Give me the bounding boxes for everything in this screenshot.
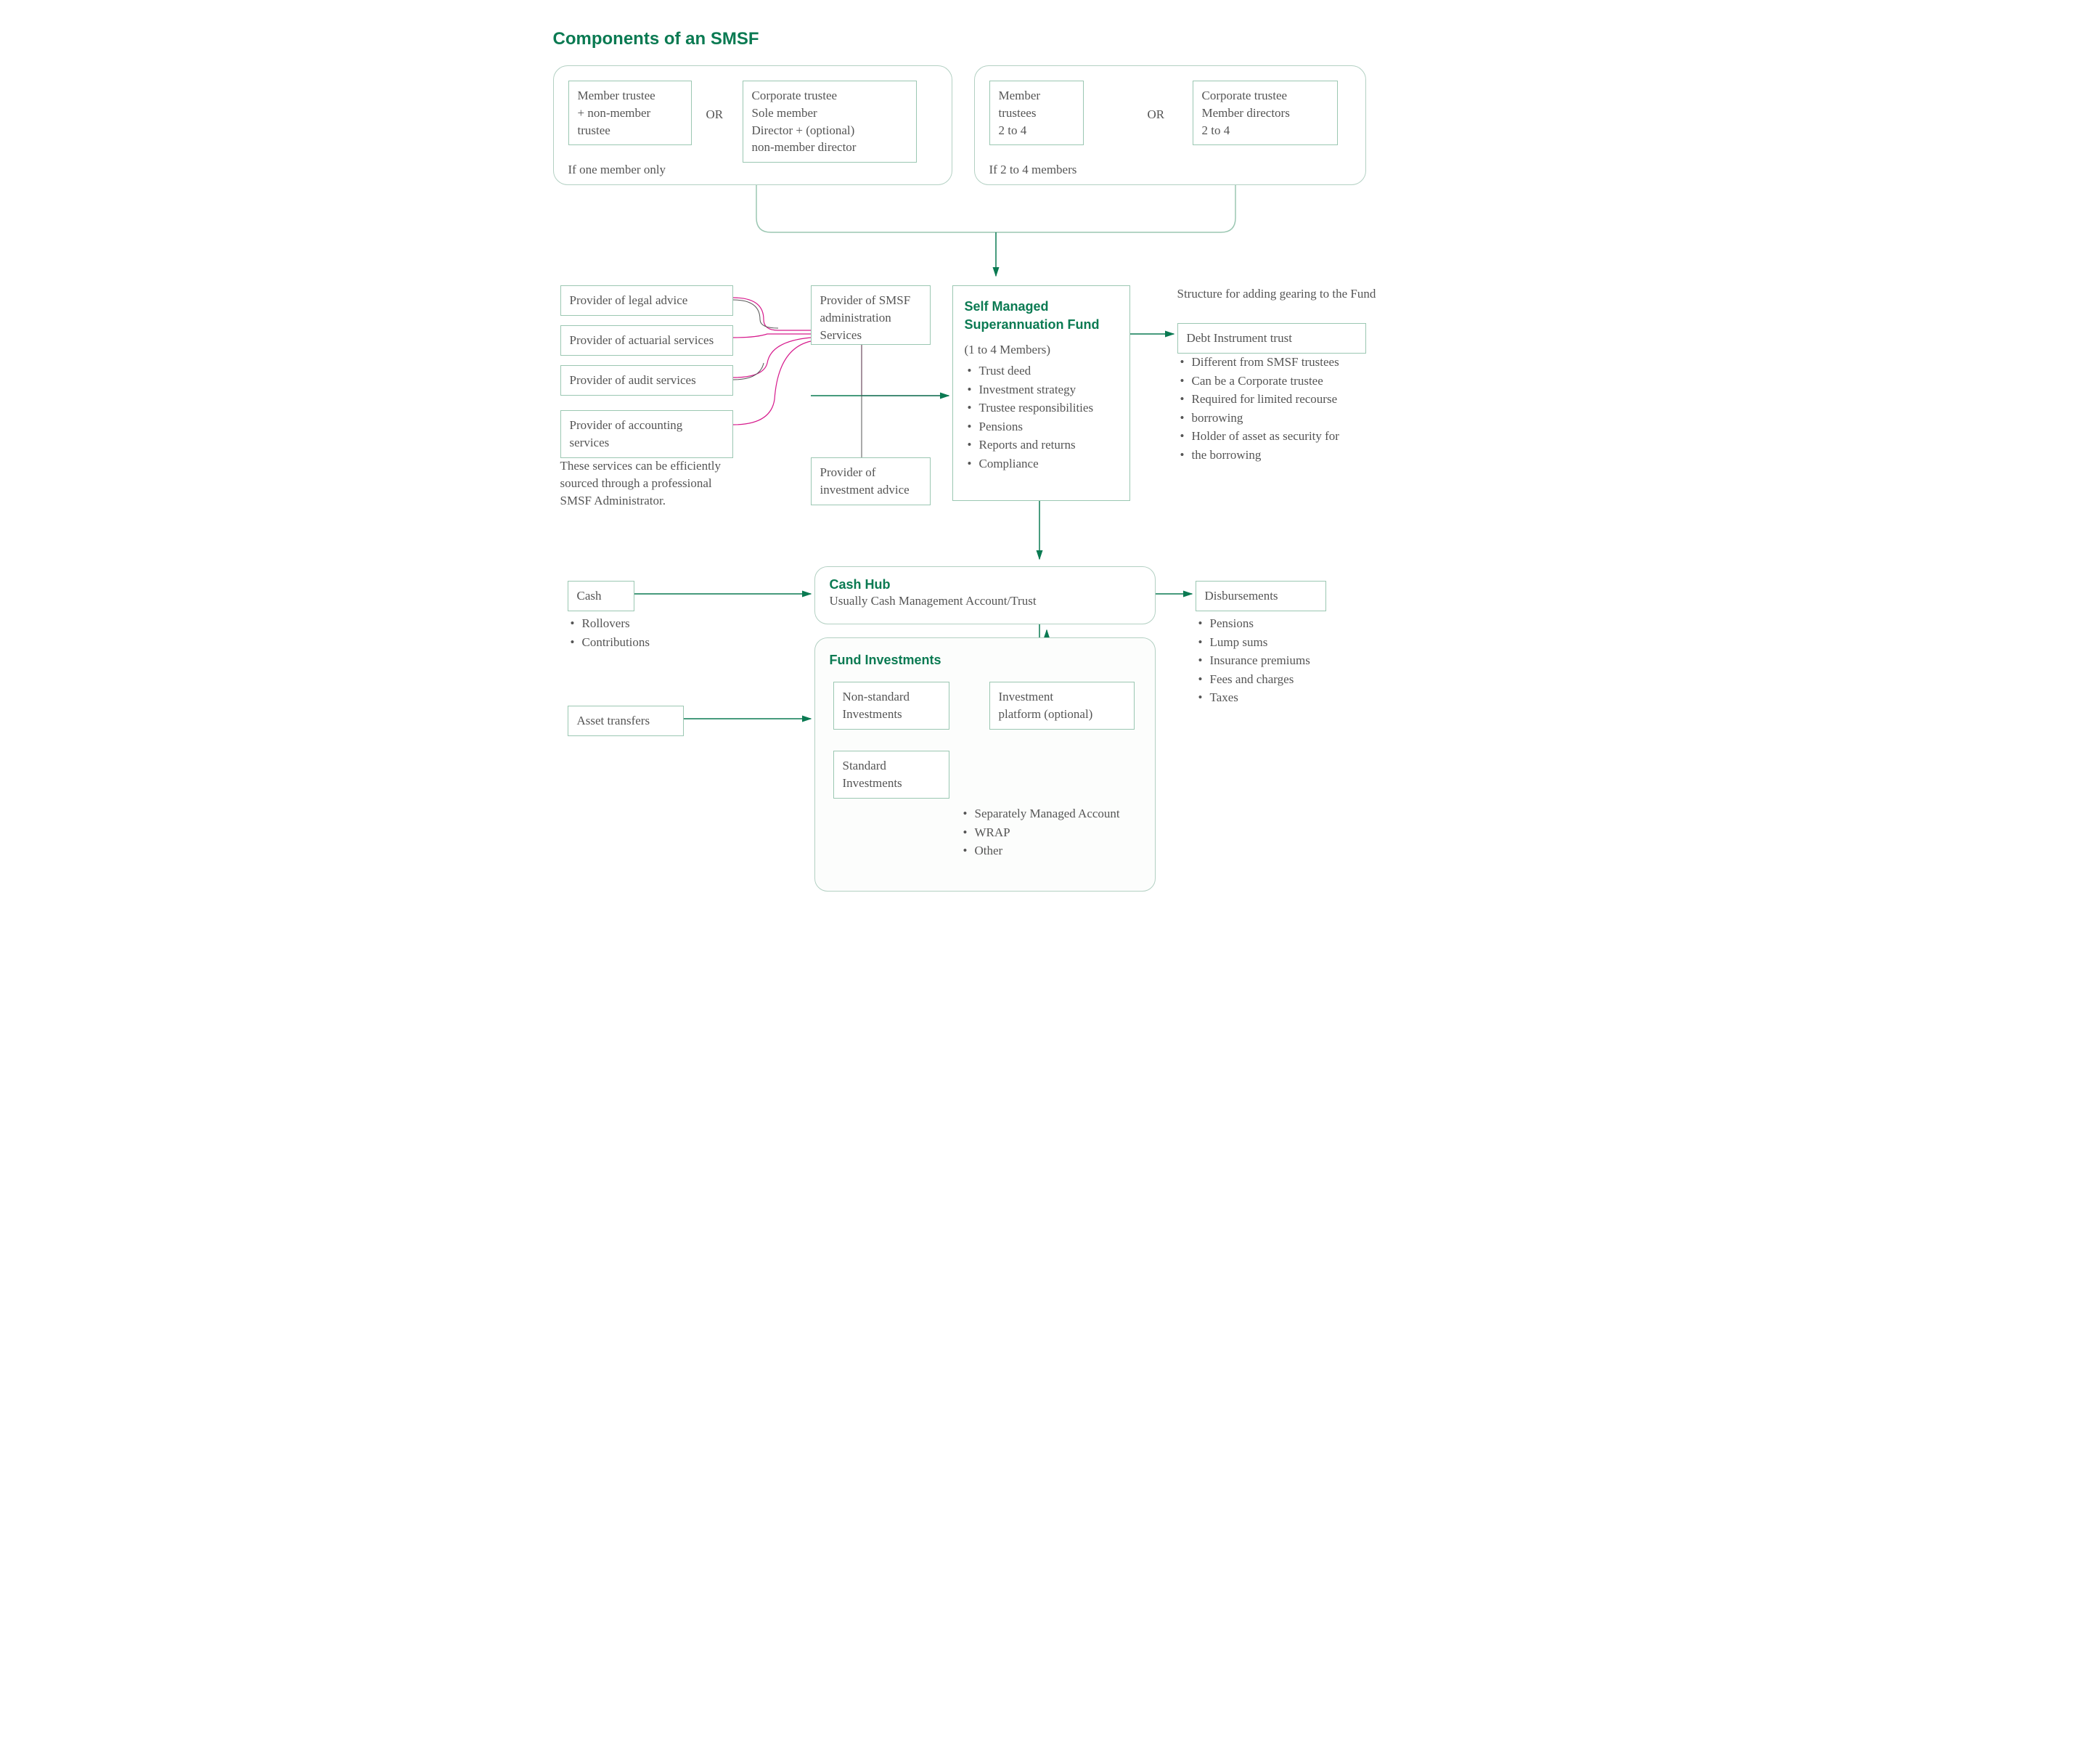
- box-cash-hub: Cash Hub Usually Cash Management Account…: [814, 566, 1156, 624]
- group-multi-member: Member trustees 2 to 4 OR Corporate trus…: [974, 65, 1366, 185]
- list-item: Trustee responsibilities: [965, 399, 1118, 417]
- list-item: Different from SMSF trustees: [1177, 353, 1388, 372]
- box-disbursements: Disbursements: [1196, 581, 1326, 611]
- list-item: Trust deed: [965, 362, 1118, 380]
- list-item: Contributions: [568, 633, 713, 652]
- smsf-subtitle: (1 to 4 Members): [965, 341, 1118, 359]
- smsf-bullets: Trust deedInvestment strategyTrustee res…: [965, 362, 1118, 473]
- box-investment-advice: Provider of investment advice: [811, 457, 931, 505]
- group-fund-investments: Fund Investments Non-standard Investment…: [814, 637, 1156, 892]
- list-item: Insurance premiums: [1196, 651, 1362, 670]
- box-cash: Cash: [568, 581, 634, 611]
- box-asset-transfers: Asset transfers: [568, 706, 684, 736]
- or-label-b: OR: [1148, 106, 1165, 123]
- list-item: Separately Managed Account: [960, 804, 1149, 823]
- disbursements-bullets: PensionsLump sumsInsurance premiumsFees …: [1196, 614, 1362, 707]
- list-item: Pensions: [1196, 614, 1362, 633]
- list-item: Can be a Corporate trustee: [1177, 372, 1388, 391]
- box-provider-actuarial: Provider of actuarial services: [560, 325, 733, 356]
- box-platform: Investment platform (optional): [989, 682, 1135, 730]
- box-provider-legal: Provider of legal advice: [560, 285, 733, 316]
- box-corporate-trustee-a: Corporate trustee Sole member Director +…: [743, 81, 917, 163]
- cash-hub-subtitle: Usually Cash Management Account/Trust: [830, 592, 1140, 610]
- provider-note: These services can be efficiently source…: [560, 457, 735, 509]
- box-provider-audit: Provider of audit services: [560, 365, 733, 396]
- list-item: Fees and charges: [1196, 670, 1362, 689]
- gearing-bullets: Different from SMSF trusteesCan be a Cor…: [1177, 353, 1388, 464]
- box-smsf: Self Managed Superannuation Fund (1 to 4…: [952, 285, 1130, 501]
- list-item: Lump sums: [1196, 633, 1362, 652]
- or-label-a: OR: [706, 106, 724, 123]
- diagram-canvas: Components of an SMSF Member trustee + n…: [524, 29, 1577, 937]
- list-item: Investment strategy: [965, 380, 1118, 399]
- box-member-trustees: Member trustees 2 to 4: [989, 81, 1084, 145]
- list-item: Holder of asset as security for: [1177, 427, 1388, 446]
- investments-bullets: Separately Managed AccountWRAPOther: [960, 804, 1149, 860]
- box-smsf-admin: Provider of SMSF administration Services: [811, 285, 931, 345]
- list-item: Rollovers: [568, 614, 713, 633]
- list-item: WRAP: [960, 823, 1149, 842]
- list-item: Required for limited recourse: [1177, 390, 1388, 409]
- fund-investments-title: Fund Investments: [830, 653, 1140, 668]
- gearing-caption: Structure for adding gearing to the Fund: [1177, 285, 1381, 303]
- box-corporate-trustee-b: Corporate trustee Member directors 2 to …: [1193, 81, 1338, 145]
- list-item: Compliance: [965, 454, 1118, 473]
- list-item: the borrowing: [1177, 446, 1388, 465]
- caption-one-member: If one member only: [568, 161, 666, 179]
- list-item: borrowing: [1177, 409, 1388, 428]
- smsf-title: Self Managed Superannuation Fund: [965, 298, 1118, 334]
- box-provider-accounting: Provider of accounting services: [560, 410, 733, 458]
- box-nonstandard: Non-standard Investments: [833, 682, 949, 730]
- diagram-title: Components of an SMSF: [553, 29, 759, 49]
- list-item: Other: [960, 841, 1149, 860]
- list-item: Taxes: [1196, 688, 1362, 707]
- cash-hub-title: Cash Hub: [830, 577, 1140, 592]
- group-one-member: Member trustee + non-member trustee OR C…: [553, 65, 952, 185]
- box-debt-instrument: Debt Instrument trust: [1177, 323, 1366, 354]
- list-item: Pensions: [965, 417, 1118, 436]
- cash-bullets: RolloversContributions: [568, 614, 713, 651]
- caption-multi-member: If 2 to 4 members: [989, 161, 1077, 179]
- list-item: Reports and returns: [965, 436, 1118, 454]
- box-standard: Standard Investments: [833, 751, 949, 799]
- box-member-trustee: Member trustee + non-member trustee: [568, 81, 692, 145]
